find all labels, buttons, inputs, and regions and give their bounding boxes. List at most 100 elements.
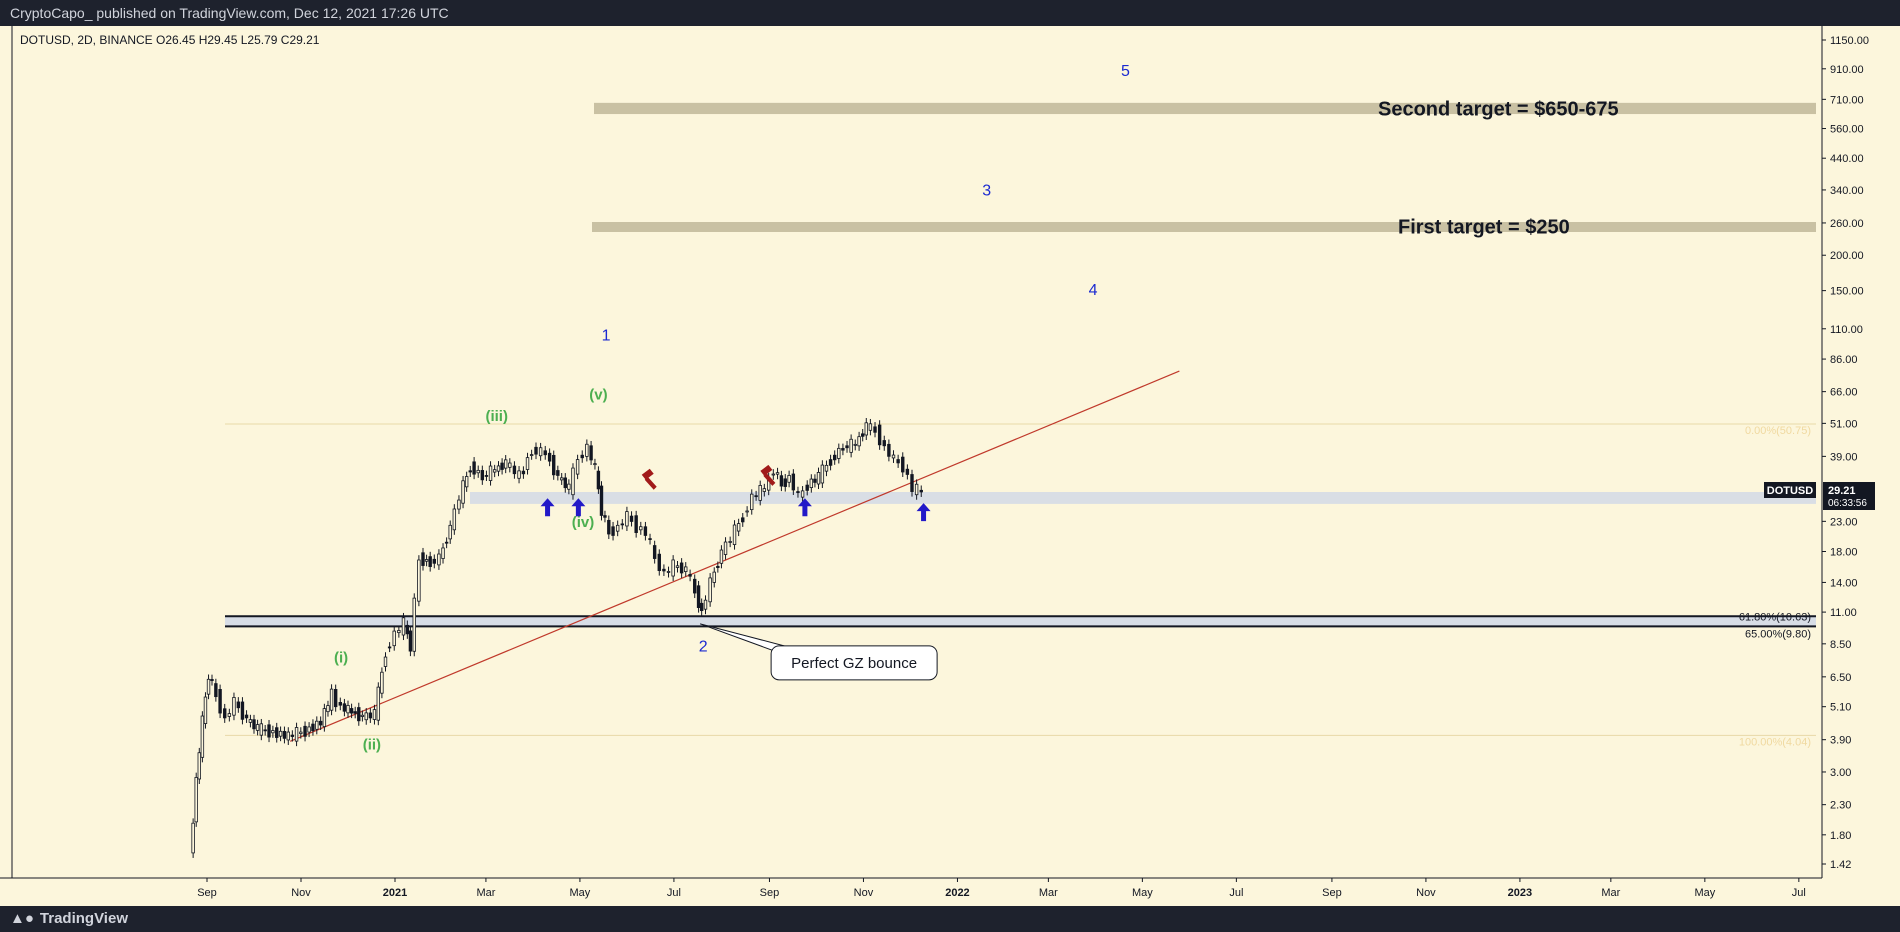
target-band [594,102,1816,115]
candle-body [259,723,264,736]
candle-body [603,515,607,518]
price-tick-label: 150.00 [1830,286,1864,298]
candle-body [428,556,432,567]
publish-info: CryptoCapo_ published on TradingView.com… [10,5,449,21]
candle-body [408,630,413,652]
candle-body [342,703,347,712]
target-label: First target = $250 [1398,216,1570,238]
candle-body [223,708,227,719]
candle-body [349,708,354,714]
candle-body [891,454,896,459]
price-tick-label: 14.00 [1830,577,1858,589]
candle-body [200,715,205,758]
chart-area[interactable]: DOTUSD, 2D, BINANCE O26.45 H29.45 L25.79… [0,26,1900,906]
price-tick-label: 2.30 [1830,800,1851,812]
candle-body [275,727,279,738]
candle-body [853,443,857,446]
candle-body [615,524,620,532]
candle-body [346,705,350,714]
candle-body [232,697,236,716]
candle-body [648,538,652,540]
price-tick-label: 440.00 [1830,153,1864,165]
footer-brand: TradingView [39,910,128,927]
candle-body [512,465,517,475]
wave-label-blue: 2 [699,638,708,655]
golden-zone [225,616,1816,627]
candle-body [800,490,805,498]
candle-body [754,495,758,498]
candle-body [679,562,684,574]
candle-body [857,436,861,447]
candle-body [214,683,218,698]
candle-body [712,571,716,583]
candle-body [832,454,837,461]
target-band [592,222,1816,233]
trendline-layer [289,370,1180,742]
candle-body [364,712,368,721]
price-axis[interactable]: 1150.00 910.00 710.00 560.00 440.00 340.00 260… [1822,35,1869,871]
candle-body [728,541,732,543]
price-tick-label: 1150.00 [1830,35,1869,47]
candle-body [666,571,671,573]
candle-body [675,565,680,568]
candle-body [464,476,469,488]
price-tick-label: 1.80 [1830,830,1851,842]
candle-body [813,478,817,483]
candle-body [896,459,900,464]
symbol-info: DOTUSD, 2D, BINANCE O26.45 H29.45 L25.79… [20,33,320,47]
candle-body [521,470,526,475]
candle-body [329,688,334,711]
price-axis-background [1822,26,1900,878]
candle-body [580,454,584,459]
time-tick-label: 2023 [1508,887,1532,899]
time-axis[interactable]: Sep Nov 2021 Mar May Jul Sep Nov 2022 Mar May Jul Se… [197,878,1806,899]
price-chart[interactable]: DOTUSD, 2D, BINANCE O26.45 H29.45 L25.79… [0,26,1900,906]
trendline [289,370,1180,742]
candle-body [703,599,708,610]
candle-body [191,822,195,854]
candle-body [596,470,601,490]
candle-body [376,686,381,721]
candle-body [745,510,749,513]
price-series-layer [191,417,923,858]
fib-level-label: 100.00%(4.04) [1739,736,1811,748]
candle-body [868,423,873,431]
candle-body [552,454,556,476]
candle-body [559,477,564,481]
candle-body [762,488,767,492]
candle-body [693,578,697,594]
candle-body [775,472,780,475]
candle-body [589,445,593,461]
price-tick-label: 51.00 [1830,418,1858,430]
candle-body [809,478,814,489]
candle-body [882,440,886,447]
candle-body [575,459,580,475]
target-bands-layer: Second target = $650-675 First target = $… [592,98,1816,238]
up-arrow-icon [916,503,931,522]
candle-body [599,485,604,516]
time-tick-label: Sep [760,887,780,899]
candle-body [392,630,396,647]
candle-body [441,547,445,559]
price-tick-label: 66.00 [1830,387,1858,399]
candle-body [877,424,882,446]
candle-body [457,499,461,510]
candle-body [662,568,666,572]
target-label: Second target = $650-675 [1378,98,1619,120]
candle-body [607,519,611,535]
candle-body [820,464,825,484]
candle-body [240,701,245,720]
price-tick-label: 560.00 [1830,124,1864,136]
candle-body [417,559,421,602]
candle-body [905,468,910,475]
candle-body [326,705,330,713]
candle-body [914,483,919,496]
candle-body [397,630,401,634]
candle-body [708,577,712,603]
candle-body [783,478,787,487]
wave-label-blue: 1 [602,328,611,345]
tradingview-logo-icon: ▲● [10,910,34,927]
time-tick-label: Nov [291,887,311,899]
candle-body [472,461,476,475]
candle-body [278,730,283,737]
